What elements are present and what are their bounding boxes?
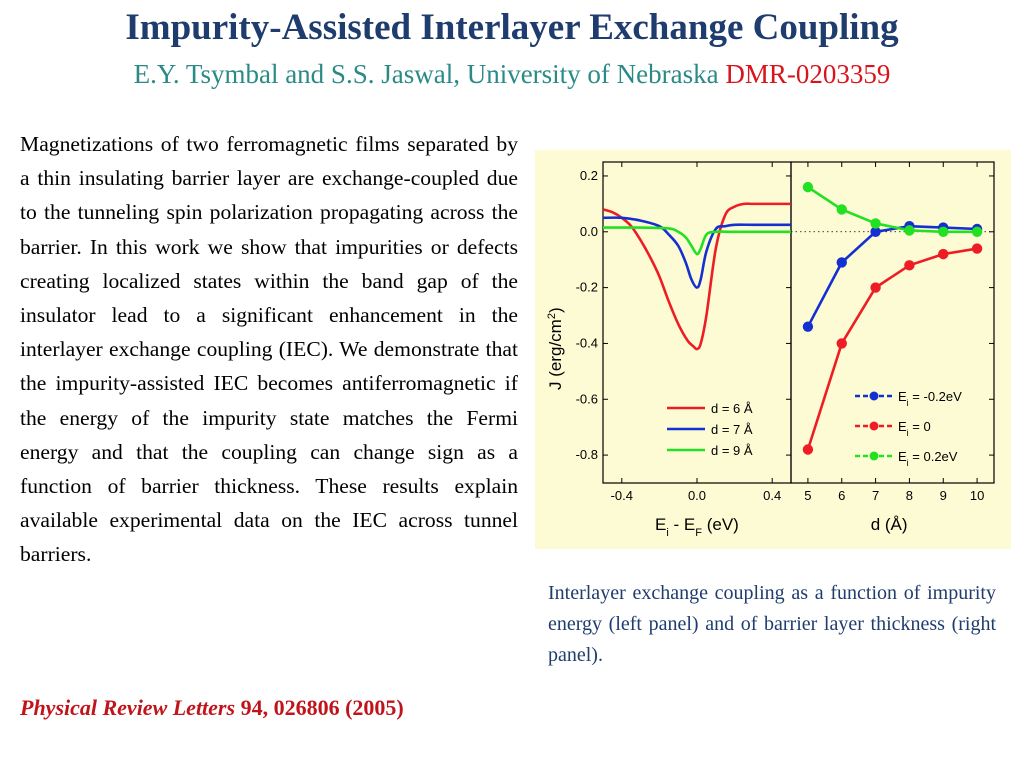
x-tick-label: 8 [906,488,913,503]
series-line-2 [602,226,791,256]
y-axis-label: J (erg/cm2) [546,307,565,390]
citation-journal: Physical Review Letters [20,695,236,720]
citation: Physical Review Letters 94, 026806 (2005… [20,692,540,724]
legend-label: Ei = -0.2eV [898,389,962,408]
y-tick-label: -0.8 [576,447,598,462]
data-point [971,226,983,237]
authors-text: E.Y. Tsymbal and S.S. Jaswal, University… [133,59,719,89]
legend-label: d = 6 Å [711,401,753,416]
x-tick-label: 0.0 [688,488,706,503]
abstract-text: Magnetizations of two ferromagnetic film… [20,132,518,567]
data-point [802,444,814,455]
x-tick-label: 7 [872,488,879,503]
slide-title: Impurity-Assisted Interlayer Exchange Co… [125,7,899,48]
figure-caption: Interlayer exchange coupling as a functi… [548,582,996,666]
data-point [870,226,881,237]
series-line-2 [807,186,978,234]
x-axis-label: Ei - EF (eV) [655,515,739,539]
data-point [836,338,847,349]
series-line-1 [806,247,978,450]
data-point [802,321,814,332]
data-point [836,257,847,268]
legend-label: d = 7 Å [711,422,753,437]
data-point [836,204,847,215]
data-point [802,181,814,193]
legend-label: Ei = 0.2eV [898,449,958,468]
legend-marker [869,391,879,401]
legend-marker [869,451,879,461]
x-tick-label: 9 [940,488,947,503]
y-tick-label: -0.2 [576,280,598,295]
chart-svg: 0.2 0.0 -0.2 -0.4 -0.6 -0.8 -0.4 0.0 0.4 5 6 7 8 9 10 d… [546,161,995,539]
right-plot-frame [790,161,995,484]
data-point [870,218,881,229]
x-axis-label: d (Å) [871,515,908,534]
x-tick-label: 10 [970,488,984,503]
data-point [904,225,915,236]
y-tick-label: -0.4 [576,335,598,350]
legend-marker [869,421,879,431]
y-tick-label: -0.6 [576,391,598,406]
data-point [971,243,983,254]
chart-panel: 0.2 0.0 -0.2 -0.4 -0.6 -0.8 -0.4 0.0 0.4 5 6 7 8 9 10 d… [535,150,1011,549]
series-line-1 [602,216,791,289]
legend-label: Ei = 0 [898,419,931,438]
x-tick-label: 5 [804,488,811,503]
authors-line: E.Y. Tsymbal and S.S. Jaswal, University… [0,56,1024,92]
x-tick-label: 0.4 [763,488,781,503]
x-tick-label: 6 [838,488,845,503]
x-tick-label: -0.4 [611,488,633,503]
left-plot-frame [602,161,792,484]
data-point [870,282,881,293]
data-point [938,248,949,260]
y-tick-label: 0.2 [580,168,598,183]
y-tick-label: 0.0 [580,224,598,239]
grant-number: DMR-0203359 [725,59,891,89]
data-point [904,260,915,271]
data-point [938,226,949,237]
citation-volume: 94, 026806 (2005) [235,695,404,720]
series-line-0 [602,202,791,351]
legend-label: d = 9 Å [711,443,753,458]
series-line-0 [806,224,978,328]
